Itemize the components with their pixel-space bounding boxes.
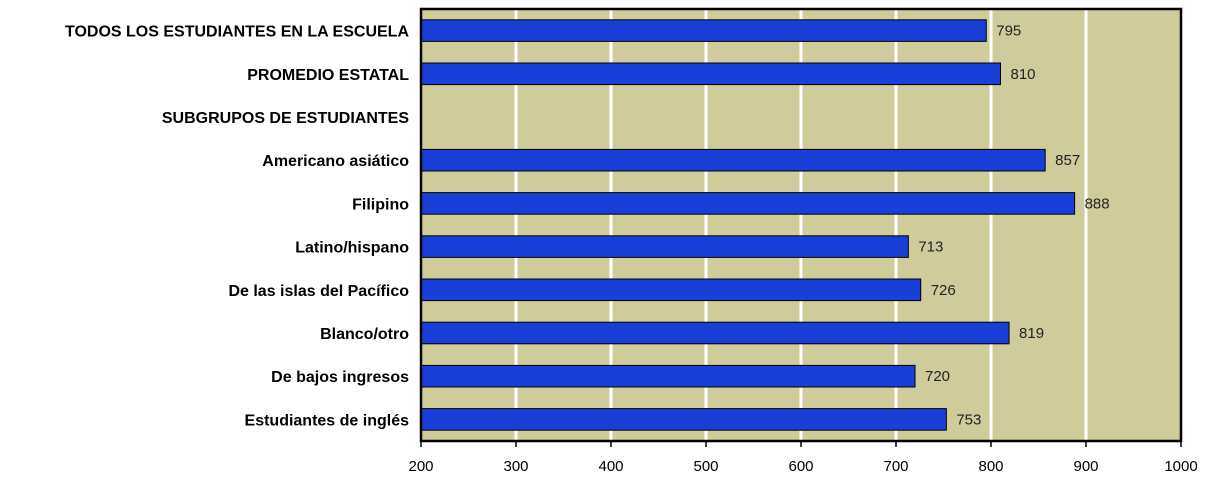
x-tick-label: 1000 <box>1164 458 1197 475</box>
category-label: PROMEDIO ESTATAL <box>247 67 409 84</box>
category-label: Estudiantes de inglés <box>245 412 410 429</box>
category-label: Americano asiático <box>262 153 409 170</box>
data-label: 753 <box>956 411 981 428</box>
bar <box>420 19 987 42</box>
x-tick-label: 300 <box>503 458 528 475</box>
data-label: 888 <box>1085 195 1110 212</box>
data-label: 720 <box>925 368 950 385</box>
category-label: De bajos ingresos <box>271 369 409 386</box>
bar <box>420 364 916 388</box>
data-label: 713 <box>918 239 943 256</box>
category-label: Filipino <box>352 196 409 213</box>
bar <box>420 235 909 258</box>
bar <box>420 192 1076 215</box>
x-tick-label: 700 <box>883 458 908 475</box>
data-label: 795 <box>996 23 1021 40</box>
x-tick-label: 800 <box>978 458 1003 475</box>
category-label: TODOS LOS ESTUDIANTES EN LA ESCUELA <box>65 24 409 41</box>
bar <box>420 321 1010 345</box>
bar <box>420 62 1001 86</box>
x-tick-label: 400 <box>598 458 623 475</box>
x-tick-label: 900 <box>1073 458 1098 475</box>
x-tick-label: 600 <box>788 458 813 475</box>
category-label: Latino/hispano <box>295 240 409 257</box>
x-tick-label: 500 <box>693 458 718 475</box>
bar <box>420 278 922 302</box>
x-tick-label: 200 <box>408 458 433 475</box>
data-label: 857 <box>1055 152 1080 169</box>
plot-border <box>419 7 1183 443</box>
data-label: 810 <box>1011 66 1036 83</box>
data-label: 819 <box>1019 325 1044 342</box>
category-label: SUBGRUPOS DE ESTUDIANTES <box>162 110 409 127</box>
data-label: 726 <box>931 282 956 299</box>
category-label: De las islas del Pacífico <box>228 283 409 300</box>
category-label: Blanco/otro <box>320 326 409 343</box>
bar <box>420 408 947 431</box>
bar <box>420 148 1046 172</box>
